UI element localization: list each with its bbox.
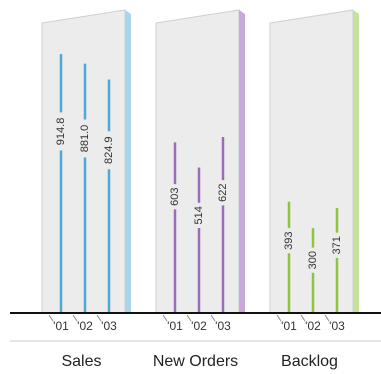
value-label-bg-sales-2 <box>103 131 115 170</box>
stems-layer <box>55 54 343 313</box>
group-label-sales: Sales <box>61 353 101 370</box>
tick-labels-layer: '01 '02 '03 '01 '02 '03 '01 '02 '03 <box>48 314 345 333</box>
value-label-bg-backlog-0 <box>283 228 295 254</box>
tick-label-new-orders-1: '02 <box>191 319 207 333</box>
panel-side-sales <box>125 10 131 313</box>
value-label-backlog-0: 393 <box>283 232 295 250</box>
group-label-new-orders: New Orders <box>153 353 238 370</box>
value-label-new-orders-0: 603 <box>169 188 181 206</box>
panel-new-orders <box>155 9 240 314</box>
tick-label-sales-1: '02 <box>77 319 93 333</box>
tick-label-new-orders-0: '01 <box>167 319 183 333</box>
tick-label-backlog-1: '02 <box>305 319 321 333</box>
value-label-new-orders-2: 622 <box>217 184 229 202</box>
tick-mark-backlog-2 <box>324 314 330 322</box>
value-label-bg-backlog-2 <box>331 232 343 258</box>
value-label-bg-new-orders-0 <box>169 184 181 210</box>
value-label-bg-new-orders-1 <box>193 202 205 228</box>
tick-mark-new-orders-0 <box>162 314 168 322</box>
value-label-backlog-1: 300 <box>307 251 319 269</box>
value-label-bg-sales-1 <box>79 119 91 158</box>
group-label-backlog: Backlog <box>281 353 338 370</box>
value-label-backlog-2: 371 <box>331 236 343 254</box>
value-label-new-orders-1: 514 <box>193 206 205 224</box>
value-label-bg-backlog-1 <box>307 247 319 273</box>
tick-mark-new-orders-2 <box>210 314 216 322</box>
panel-side-new-orders <box>239 10 245 313</box>
tick-mark-sales-2 <box>96 314 102 322</box>
tick-mark-backlog-1 <box>300 314 306 322</box>
tick-mark-new-orders-1 <box>186 314 192 322</box>
tick-mark-sales-1 <box>72 314 78 322</box>
tick-label-backlog-2: '03 <box>329 319 345 333</box>
tick-mark-sales-0 <box>48 314 54 322</box>
tick-label-backlog-0: '01 <box>281 319 297 333</box>
value-label-bg-new-orders-2 <box>217 180 229 206</box>
value-label-sales-1: 881.0 <box>79 125 91 153</box>
group-labels-layer: Sales New Orders Backlog <box>61 353 337 370</box>
value-label-sales-0: 914.8 <box>55 118 67 146</box>
tick-label-sales-0: '01 <box>53 319 69 333</box>
tick-label-sales-2: '03 <box>101 319 117 333</box>
tick-label-new-orders-2: '03 <box>215 319 231 333</box>
panel-side-backlog <box>353 10 359 313</box>
value-label-bg-sales-0 <box>55 112 67 151</box>
value-label-sales-2: 824.9 <box>103 136 115 164</box>
tick-mark-backlog-0 <box>276 314 282 322</box>
value-labels-layer: 914.8 881.0 824.9 603 514 622 393 300 371 <box>55 118 343 270</box>
